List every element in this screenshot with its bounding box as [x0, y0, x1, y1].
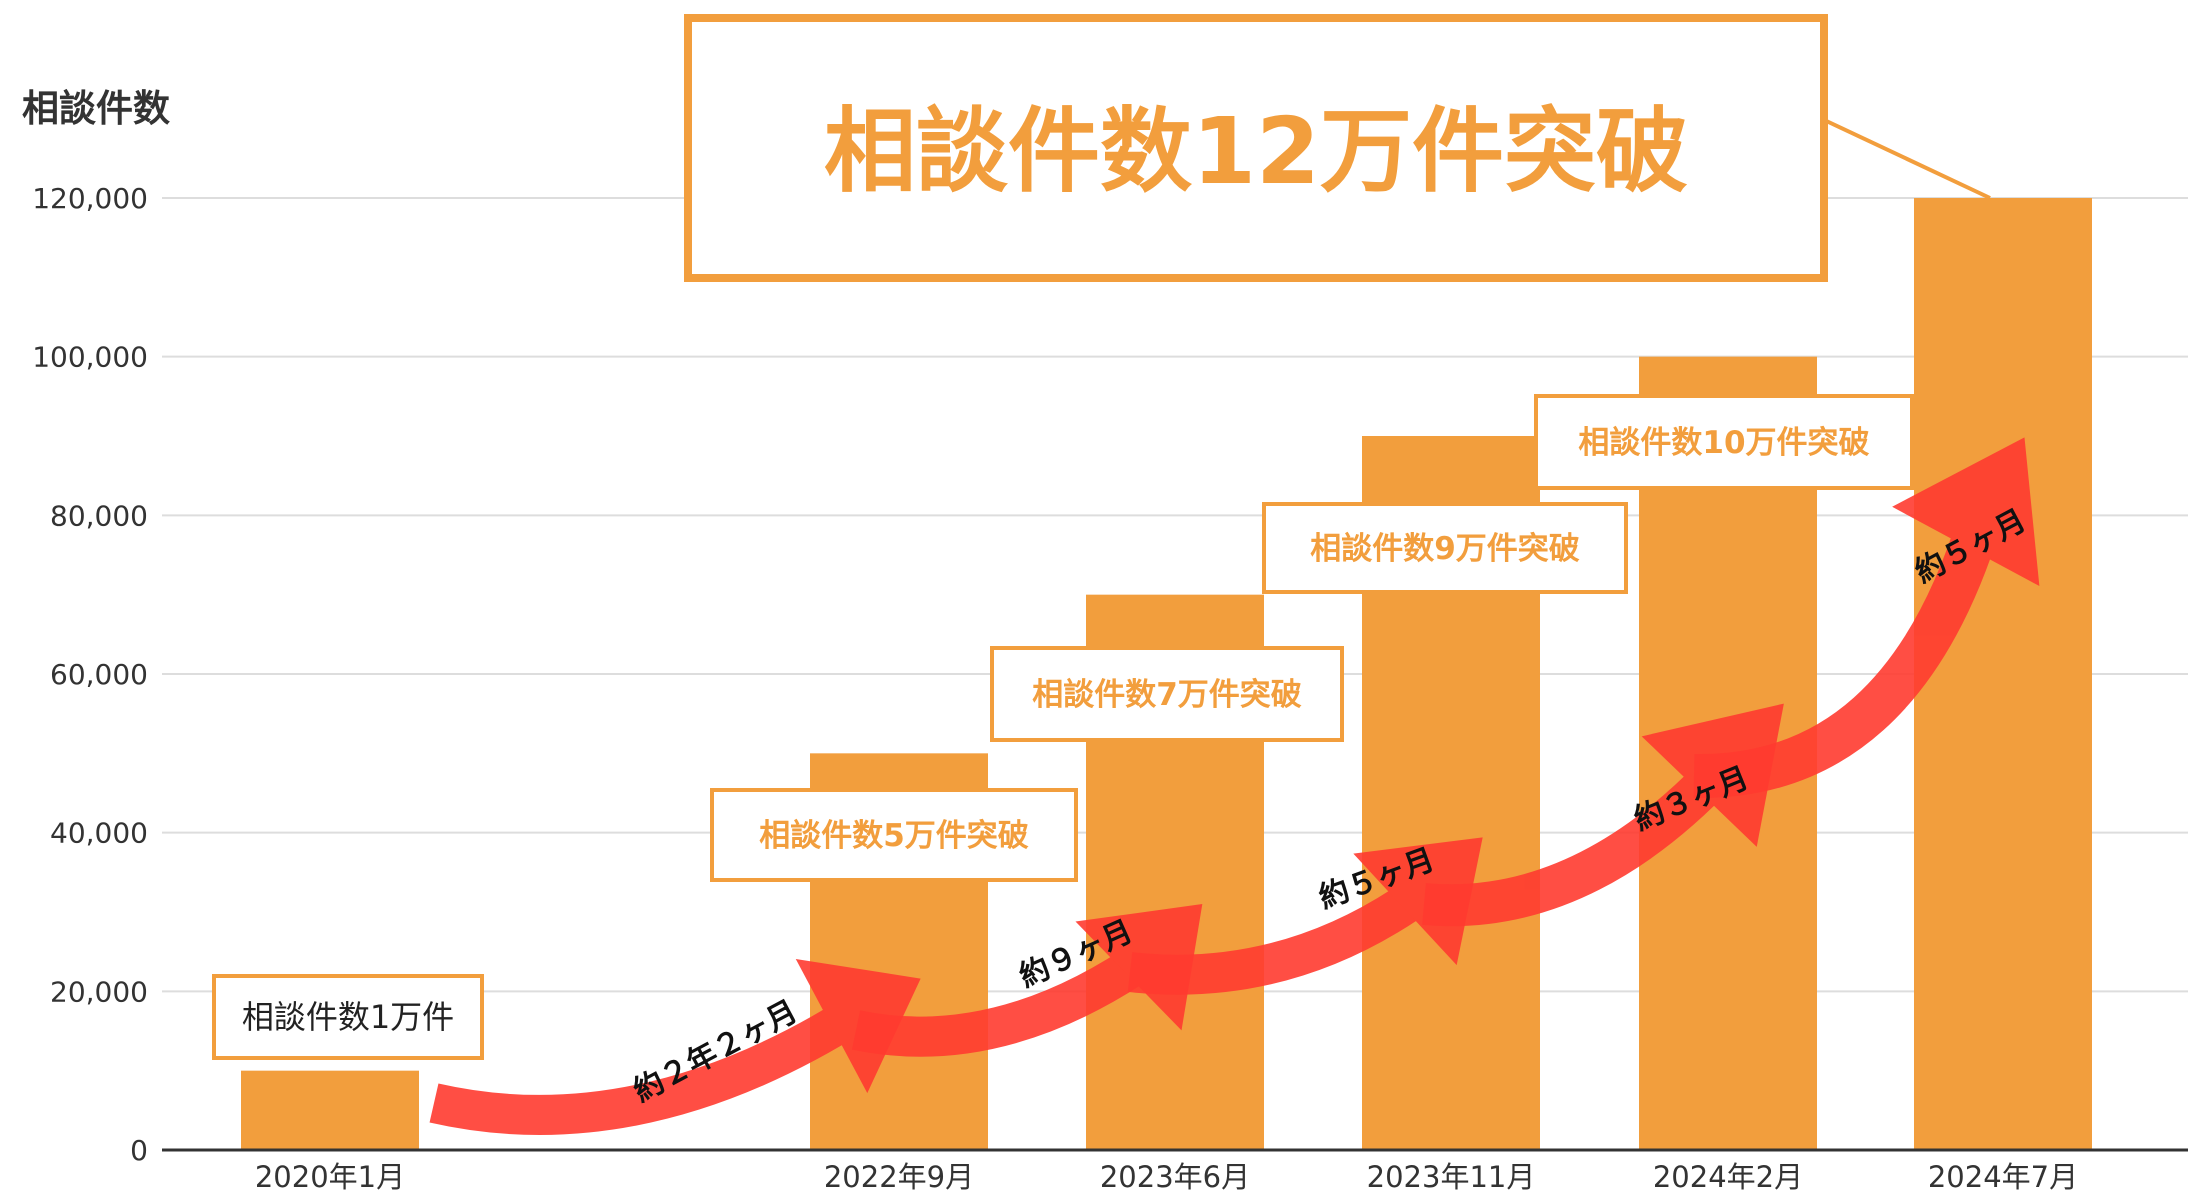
- growth-arrow: [1127, 837, 1483, 995]
- arrow-shaft: [1127, 872, 1439, 995]
- y-tick-label: 80,000: [50, 499, 148, 532]
- arrow-shaft: [1693, 513, 2002, 799]
- y-tick-label: 60,000: [50, 658, 148, 691]
- bar: [241, 1070, 419, 1150]
- milestone-box: [710, 788, 1078, 882]
- arrow-head: [1353, 837, 1483, 966]
- x-tick-label: 2024年2月: [1653, 1160, 1803, 1194]
- y-axis-label: 相談件数: [22, 87, 170, 130]
- milestone-label: 相談件数10万件突破: [1578, 425, 1869, 461]
- bar: [1914, 198, 2092, 1150]
- y-tick-label: 120,000: [32, 182, 148, 215]
- milestone-box: [212, 974, 484, 1060]
- x-tick-label: 2023年11月: [1367, 1160, 1536, 1194]
- headline-box: [684, 14, 1828, 282]
- growth-arrow: [1693, 437, 2040, 799]
- arrow-shaft: [851, 938, 1162, 1057]
- milestone-label: 相談件数5万件突破: [759, 818, 1029, 854]
- arrow-head: [1892, 437, 2040, 587]
- y-tick-label: 20,000: [50, 975, 148, 1008]
- arrow-shaft: [429, 995, 869, 1135]
- x-tick-label: 2020年1月: [255, 1160, 405, 1194]
- milestone-box: [990, 646, 1344, 742]
- y-tick-label: 100,000: [32, 341, 148, 374]
- x-tick-label: 2022年9月: [824, 1160, 974, 1194]
- milestone-label: 相談件数1万件: [242, 998, 454, 1036]
- y-tick-label: 0: [130, 1134, 148, 1167]
- milestone-box: [1262, 502, 1628, 594]
- milestone-label: 相談件数7万件突破: [1032, 677, 1302, 713]
- x-tick-label: 2024年7月: [1928, 1160, 2078, 1194]
- milestone-box: [1534, 394, 1914, 490]
- headline-pointer: [1819, 116, 1991, 200]
- headline-label: 相談件数12万件突破: [824, 98, 1688, 205]
- arrow-shaft: [1422, 755, 1736, 927]
- x-tick-label: 2023年6月: [1100, 1160, 1250, 1194]
- milestone-label: 相談件数9万件突破: [1310, 531, 1580, 567]
- y-tick-label: 40,000: [50, 817, 148, 850]
